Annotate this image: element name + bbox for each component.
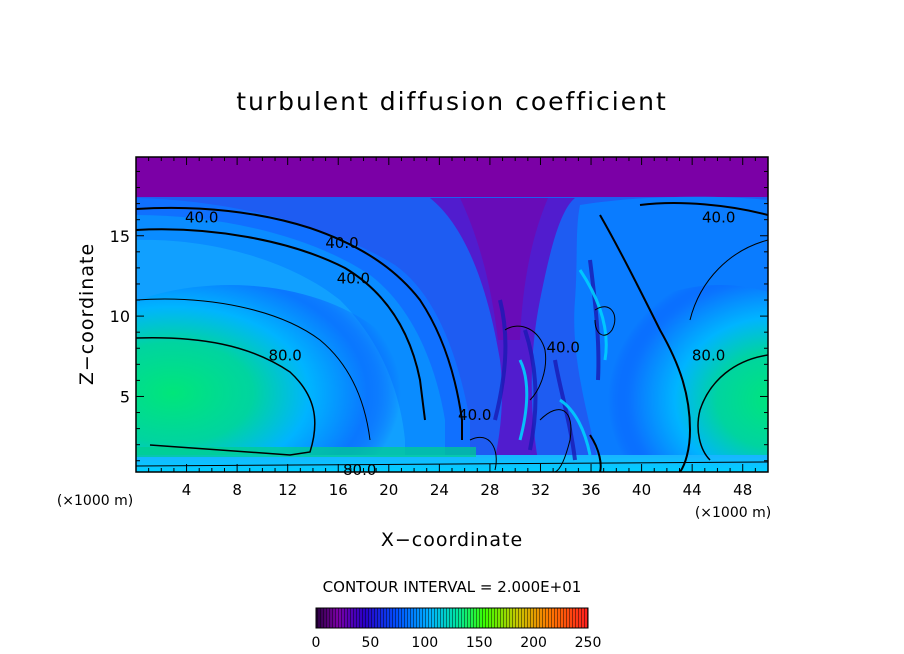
contour-labels: 40.0 40.0 40.0 80.0 80.0 40.0 40.0 40.0 80.0 (185, 208, 735, 478)
x-tick-label: 36 (581, 481, 600, 499)
contour-value-label: 40.0 (702, 208, 735, 226)
contour-value-label: 40.0 (337, 270, 370, 288)
x-tick-label: 24 (430, 481, 449, 499)
contour-value-label: 80.0 (692, 347, 725, 365)
colorbar-tick-label: 100 (411, 635, 438, 651)
y-tick-label: 5 (120, 387, 130, 406)
heatmap-field (136, 157, 768, 472)
contour-value-label: 80.0 (268, 347, 301, 365)
colorbar-tick-label: 0 (312, 635, 321, 651)
chart-title: turbulent diffusion coefficient (236, 87, 668, 116)
contour-value-label: 80.0 (343, 461, 376, 479)
contour-interval-label: CONTOUR INTERVAL = 2.000E+01 (323, 578, 582, 596)
contour-value-label: 40.0 (458, 406, 491, 424)
x-tick-label: 12 (278, 481, 297, 499)
colorbar-ticks: 0 50 100 150 200 250 (312, 635, 602, 651)
x-tick-label: 32 (531, 481, 550, 499)
x-tick-label: 28 (480, 481, 499, 499)
x-tick-label: 4 (182, 481, 192, 499)
colorbar: 0 50 100 150 200 250 (312, 607, 602, 651)
contour-value-label: 40.0 (325, 234, 358, 252)
colorbar-frame (315, 607, 589, 629)
contour-lines (136, 202, 768, 472)
x-tick-label: 44 (683, 481, 702, 499)
y-axis-ticks: 5 10 15 (110, 170, 768, 462)
x-tick-label: 16 (329, 481, 348, 499)
x-axis-ticks: 4 8 12 16 20 24 28 32 36 40 44 48 (148, 157, 756, 499)
colorbar-tick-label: 250 (575, 635, 602, 651)
colorbar-stripes (316, 608, 588, 628)
x-axis-label: X−coordinate (381, 529, 523, 551)
x-tick-label: 20 (379, 481, 398, 499)
x-axis-unit-right: (×1000 m) (695, 505, 771, 521)
colorbar-tick-label: 200 (520, 635, 547, 651)
y-tick-label: 15 (110, 227, 130, 246)
contour-value-label: 40.0 (547, 339, 580, 357)
y-axis-label: Z−coordinate (76, 243, 98, 385)
x-tick-label: 8 (232, 481, 242, 499)
colorbar-tick-label: 150 (466, 635, 493, 651)
contour-value-label: 40.0 (185, 208, 218, 226)
colorbar-tick-label: 50 (361, 635, 379, 651)
x-tick-label: 40 (632, 481, 651, 499)
x-axis-unit-left: (×1000 m) (57, 493, 133, 509)
x-tick-label: 48 (733, 481, 752, 499)
y-tick-label: 10 (110, 307, 130, 326)
